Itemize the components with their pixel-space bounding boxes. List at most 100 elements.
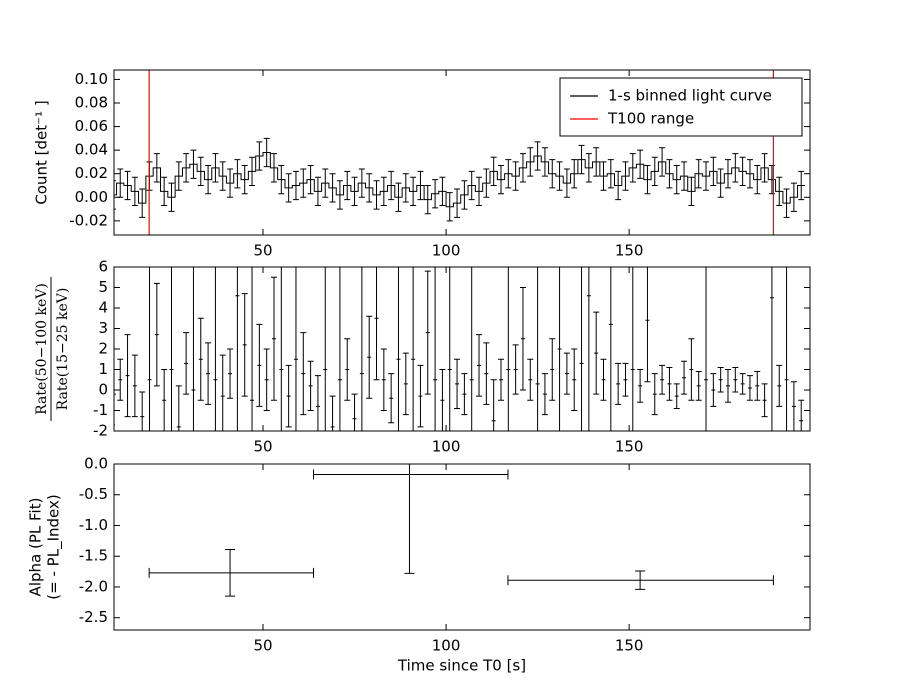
error-bar xyxy=(607,159,614,189)
error-bar xyxy=(468,170,475,201)
error-bar xyxy=(219,354,226,431)
y-tick-label: 0.08 xyxy=(75,94,108,112)
error-bar xyxy=(139,391,146,431)
error-bar xyxy=(549,338,556,401)
error-bar xyxy=(776,364,783,407)
error-bar xyxy=(175,385,182,431)
y-tick-label: -1.0 xyxy=(79,516,108,534)
error-bar xyxy=(235,267,240,431)
error-bar xyxy=(541,147,548,177)
error-bar xyxy=(622,362,629,397)
error-bar xyxy=(732,153,739,183)
error-bar xyxy=(776,176,783,207)
axes-frame xyxy=(113,266,811,432)
x-tick-label: 50 xyxy=(253,242,272,260)
error-bar xyxy=(388,170,395,201)
error-bar xyxy=(695,159,702,189)
error-bar xyxy=(344,170,351,201)
y-tick-label: -0.02 xyxy=(69,211,108,229)
error-bar xyxy=(285,364,292,428)
error-bar xyxy=(292,170,299,201)
y-tick-label: -2.0 xyxy=(79,577,108,595)
error-bar xyxy=(337,267,342,431)
error-bar xyxy=(622,161,629,191)
error-bar xyxy=(323,267,328,431)
error-bar xyxy=(549,159,556,189)
y-tick-label: -2 xyxy=(93,422,108,440)
error-bar xyxy=(366,173,373,203)
error-bar xyxy=(571,348,578,411)
error-bar xyxy=(754,371,761,401)
error-bar xyxy=(519,153,526,183)
error-bar xyxy=(798,399,805,431)
axes-frame xyxy=(113,463,811,631)
error-bar xyxy=(666,159,673,189)
error-bar xyxy=(490,156,497,186)
error-bar xyxy=(746,375,753,401)
error-bar xyxy=(798,170,805,201)
x-tick-label: 150 xyxy=(615,438,644,456)
error-bar xyxy=(169,267,174,431)
y-tick-label: 0.06 xyxy=(75,117,108,135)
y-axis-label: Alpha (PL Fit) xyxy=(27,498,45,597)
error-bar xyxy=(241,293,248,397)
error-bar xyxy=(250,267,255,431)
x-tick-label: 50 xyxy=(253,637,272,655)
error-bar xyxy=(380,176,387,207)
error-bar xyxy=(739,373,746,395)
error-bar xyxy=(433,267,438,431)
error-bar xyxy=(717,366,724,393)
error-bar xyxy=(579,267,584,431)
error-bar xyxy=(461,373,468,416)
error-bar xyxy=(197,156,204,186)
error-bar xyxy=(630,267,635,431)
error-bar xyxy=(270,276,277,401)
error-bar xyxy=(205,164,212,195)
error-bar xyxy=(314,375,321,431)
error-bar xyxy=(659,364,666,395)
y-tick-label: 1 xyxy=(98,360,108,378)
error-bar xyxy=(336,180,343,210)
error-bar xyxy=(293,267,298,431)
error-bar xyxy=(439,369,446,431)
y-tick-label: -1 xyxy=(93,401,108,419)
y-tick-label: 5 xyxy=(98,278,108,296)
y-tick-label: 0.00 xyxy=(75,188,108,206)
error-bar xyxy=(563,352,570,395)
error-bar xyxy=(783,188,790,218)
error-bar xyxy=(131,176,138,207)
error-bar xyxy=(710,373,717,407)
y-tick-label: 0 xyxy=(98,381,108,399)
error-bar xyxy=(359,267,364,431)
error-bar xyxy=(279,267,284,431)
error-bar xyxy=(688,176,695,207)
error-bar xyxy=(344,338,351,401)
error-bar xyxy=(454,188,461,218)
error-bar xyxy=(637,149,644,179)
error-bar xyxy=(534,141,541,171)
error-bar xyxy=(417,364,424,428)
error-bar xyxy=(351,176,358,207)
error-bar xyxy=(307,164,314,195)
error-bar xyxy=(461,180,468,210)
error-bar xyxy=(227,168,234,198)
error-bar xyxy=(505,159,512,189)
error-bar xyxy=(593,311,600,395)
error-bar xyxy=(227,348,234,399)
error-bar xyxy=(769,267,774,431)
y-tick-label: 0.02 xyxy=(75,164,108,182)
error-bar xyxy=(388,373,395,424)
error-bar xyxy=(717,168,724,198)
error-bar xyxy=(183,153,190,183)
error-bar xyxy=(190,149,197,179)
error-bar xyxy=(490,379,497,431)
x-tick-label: 100 xyxy=(432,242,461,260)
error-bar xyxy=(358,168,365,198)
error-bar xyxy=(519,287,526,391)
error-bar xyxy=(439,176,446,207)
error-bar xyxy=(114,180,116,210)
error-bar xyxy=(571,159,578,189)
plot-area xyxy=(114,267,805,431)
y-tick-label: 6 xyxy=(98,258,108,276)
